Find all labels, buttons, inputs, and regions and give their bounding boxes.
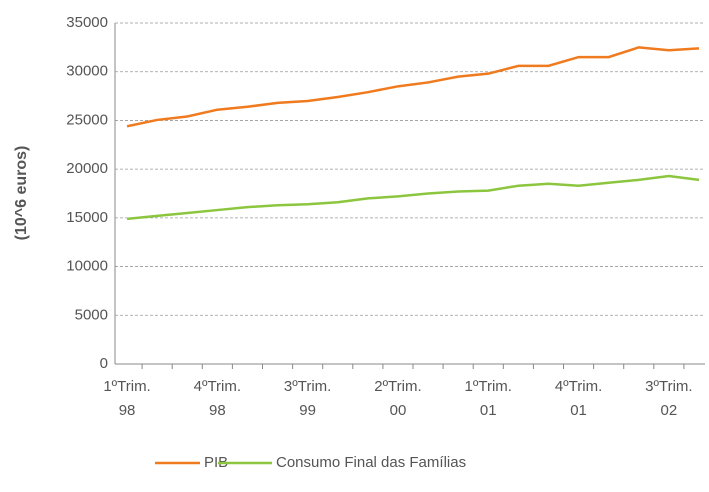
x-tick-label: 3ºTrim. 99: [283, 378, 332, 419]
legend-label: Consumo Final das Famílias: [276, 454, 466, 471]
y-tick-label: 10000: [66, 258, 108, 275]
x-tick-label: 3ºTrim. 02: [645, 378, 693, 419]
y-tick-label: 20000: [66, 160, 108, 177]
x-tick-label: 1ºTrim. 98: [103, 378, 151, 419]
x-tick-label: 2ºTrim. 00: [374, 378, 422, 419]
y-axis-label: (10^6 euros): [13, 146, 30, 241]
y-tick-label: 15000: [66, 209, 108, 226]
y-tick-label: 0: [100, 355, 108, 372]
y-tick-label: 5000: [75, 306, 108, 323]
x-tick-label: 4ºTrim. 98: [193, 378, 242, 419]
y-tick-label: 30000: [66, 63, 108, 80]
line-series: [126, 46, 700, 128]
x-tick-label: 4ºTrim. 01: [554, 378, 603, 419]
y-tick-label: 25000: [66, 111, 108, 128]
line-series: [126, 174, 700, 221]
y-tick-label: 35000: [66, 14, 108, 31]
legend-label: PIB: [204, 454, 228, 471]
x-tick-label: 1ºTrim. 01: [464, 378, 512, 419]
